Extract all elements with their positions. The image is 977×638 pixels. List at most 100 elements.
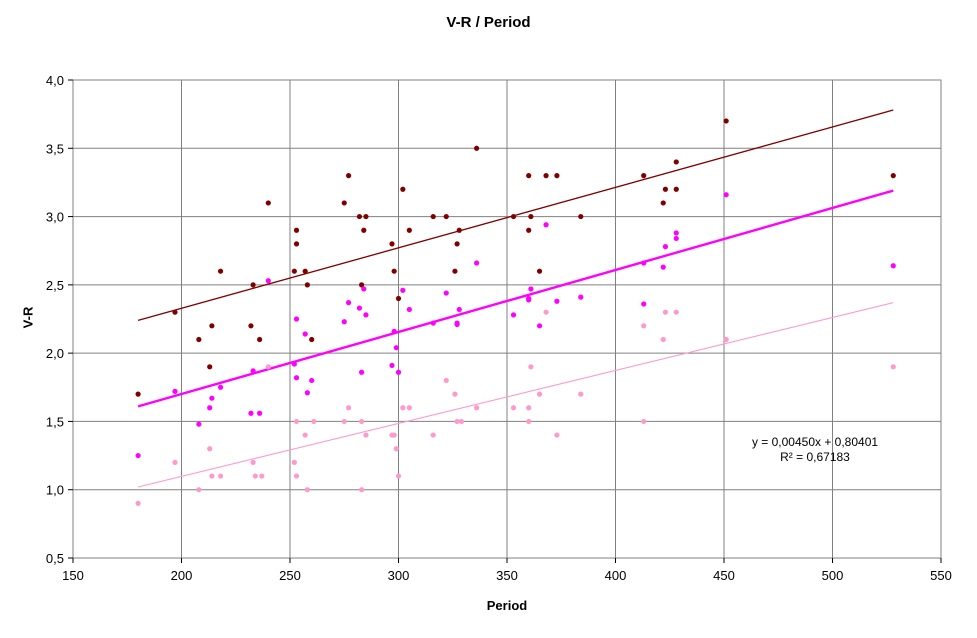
y-tick-label: 3,0	[46, 210, 64, 225]
data-point-pink	[528, 364, 534, 370]
data-point-magenta	[341, 319, 347, 325]
data-point-magenta	[641, 301, 647, 307]
data-point-pink	[723, 336, 729, 343]
data-point-magenta	[391, 328, 397, 334]
data-point-pink	[311, 418, 317, 425]
data-point-pink	[359, 487, 365, 493]
data-point-magenta	[172, 388, 178, 394]
x-tick-label: 150	[62, 568, 84, 583]
data-point-magenta	[217, 384, 224, 390]
data-point-dark	[265, 200, 271, 206]
data-point-dark	[578, 213, 584, 220]
data-point-magenta	[474, 260, 480, 266]
data-point-dark	[526, 227, 532, 233]
data-point-dark	[207, 364, 213, 370]
data-point-pink	[391, 432, 397, 438]
data-point-pink	[259, 473, 265, 479]
data-point-dark	[673, 186, 679, 192]
data-point-dark	[890, 173, 896, 179]
data-point-pink	[172, 459, 178, 465]
data-point-dark	[257, 336, 263, 343]
data-point-dark	[309, 336, 315, 343]
data-point-dark	[510, 213, 517, 220]
data-point-pink	[209, 473, 215, 479]
data-point-pink	[641, 418, 647, 425]
data-point-dark	[196, 336, 202, 343]
data-point-pink	[554, 432, 560, 438]
trend-line-pink	[137, 302, 894, 488]
data-point-pink	[196, 487, 202, 493]
data-point-pink	[430, 432, 436, 438]
data-point-dark	[673, 159, 679, 165]
data-point-pink	[293, 418, 300, 425]
data-point-magenta	[536, 323, 543, 329]
y-axis-label: V-R	[20, 306, 36, 329]
data-point-pink	[474, 405, 480, 411]
data-point-magenta	[510, 312, 517, 318]
data-point-dark	[363, 213, 369, 220]
data-point-dark	[250, 282, 256, 288]
x-tick-label: 350	[496, 568, 518, 583]
data-point-dark	[430, 213, 436, 220]
data-point-dark	[528, 213, 534, 220]
data-point-magenta	[528, 286, 534, 292]
data-point-magenta	[363, 312, 369, 318]
data-point-magenta	[430, 320, 436, 326]
data-point-magenta	[291, 361, 297, 367]
data-point-magenta	[554, 298, 560, 304]
data-point-magenta	[359, 369, 365, 375]
data-point-magenta	[309, 377, 315, 384]
data-point-magenta	[207, 405, 213, 411]
data-point-pink	[578, 391, 584, 397]
data-point-dark	[474, 145, 480, 151]
data-point-magenta	[293, 316, 300, 322]
y-tick-label: 1,0	[46, 483, 64, 498]
data-point-dark	[345, 173, 352, 179]
data-point-pink	[341, 418, 347, 425]
x-tick-label: 250	[279, 568, 301, 583]
data-point-dark	[291, 268, 297, 274]
data-point-magenta	[543, 222, 549, 228]
data-point-magenta	[196, 421, 202, 427]
data-point-dark	[723, 118, 729, 124]
trendline-equation-box: y = 0,00450x + 0,80401 R² = 0,67183	[740, 435, 890, 465]
data-point-pink	[293, 473, 300, 479]
data-point-pink	[641, 323, 647, 329]
data-point-dark	[452, 268, 458, 274]
data-point-dark	[395, 295, 402, 302]
data-point-pink	[543, 309, 549, 315]
axis-ticks: 150 200 250 300 350 400 450 500 550 0,5 1,0 1,5 2,0 2…	[46, 73, 952, 583]
data-point-dark	[406, 227, 412, 233]
data-point-pink	[890, 364, 896, 370]
data-point-pink	[304, 487, 310, 493]
y-tick-label: 2,0	[46, 346, 64, 361]
data-point-dark	[400, 186, 406, 192]
data-point-pink	[395, 473, 402, 479]
data-point-dark	[554, 173, 560, 179]
data-point-magenta	[443, 290, 449, 296]
data-point-dark	[293, 227, 300, 233]
x-axis-label: Period	[486, 598, 528, 613]
data-point-pink	[673, 309, 679, 315]
data-point-pink	[359, 418, 365, 425]
y-tick-label: 1,5	[46, 414, 64, 429]
data-point-pink	[217, 473, 224, 479]
data-point-pink	[250, 459, 256, 465]
data-point-magenta	[454, 320, 460, 326]
data-point-pink	[207, 446, 213, 452]
data-point-dark	[543, 173, 549, 179]
data-point-magenta	[890, 263, 896, 269]
data-point-magenta	[250, 368, 256, 374]
data-point-pink	[291, 459, 297, 465]
data-point-magenta	[293, 375, 300, 381]
chart-title: V-R / Period	[446, 14, 531, 31]
data-point-pink	[454, 418, 460, 425]
data-point-pink	[393, 446, 399, 452]
data-point-magenta	[660, 264, 666, 270]
x-tick-label: 500	[822, 568, 844, 583]
x-tick-label: 550	[930, 568, 952, 583]
data-point-pink	[400, 405, 406, 411]
data-point-magenta	[257, 410, 263, 416]
data-point-magenta	[673, 230, 679, 236]
